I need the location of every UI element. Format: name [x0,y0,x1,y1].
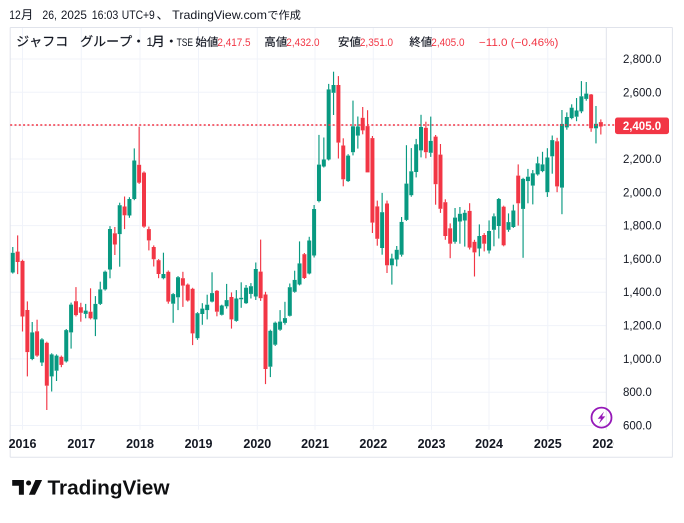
svg-text:1: 1 [146,35,153,49]
svg-text:TradingView.com: TradingView.com [172,8,267,22]
svg-text:26,: 26, [42,8,57,22]
svg-text:2,000.0: 2,000.0 [623,187,661,199]
svg-text:2016: 2016 [9,437,37,451]
svg-text:2,405.0: 2,405.0 [431,37,464,49]
svg-text:2020: 2020 [243,437,271,451]
svg-text:2023: 2023 [418,437,446,451]
svg-text:2022: 2022 [359,437,387,451]
svg-text:2025: 2025 [61,8,87,22]
svg-text:−11.0 (−0.46%): −11.0 (−0.46%) [479,37,559,49]
svg-text:TradingView: TradingView [48,477,170,500]
svg-text:1,000.0: 1,000.0 [623,354,661,366]
svg-text:2,600.0: 2,600.0 [623,87,661,99]
svg-text:2,200.0: 2,200.0 [623,154,661,166]
svg-text:1,600.0: 1,600.0 [623,254,661,266]
svg-text:1,200.0: 1,200.0 [623,321,661,333]
svg-text:2021: 2021 [301,437,329,451]
svg-text:2026: 2026 [592,437,620,451]
svg-text:2,405.0: 2,405.0 [623,121,661,133]
svg-text:600.0: 600.0 [623,421,652,433]
svg-text:12: 12 [9,8,21,22]
svg-text:2025: 2025 [534,437,562,451]
svg-text:2017: 2017 [67,437,95,451]
svg-text:1,800.0: 1,800.0 [623,221,661,233]
svg-text:UTC+9: UTC+9 [122,8,155,22]
svg-text:2018: 2018 [126,437,154,451]
svg-text:TSE: TSE [177,37,193,49]
svg-text:16:03: 16:03 [92,8,119,22]
svg-text:2024: 2024 [475,437,503,451]
svg-text:1,400.0: 1,400.0 [623,287,661,299]
svg-text:2,432.0: 2,432.0 [286,37,319,49]
svg-text:2,351.0: 2,351.0 [360,37,393,49]
svg-text:2019: 2019 [185,437,213,451]
svg-text:800.0: 800.0 [623,387,652,399]
svg-text:2,417.5: 2,417.5 [217,37,250,49]
svg-text:2,800.0: 2,800.0 [623,54,661,66]
